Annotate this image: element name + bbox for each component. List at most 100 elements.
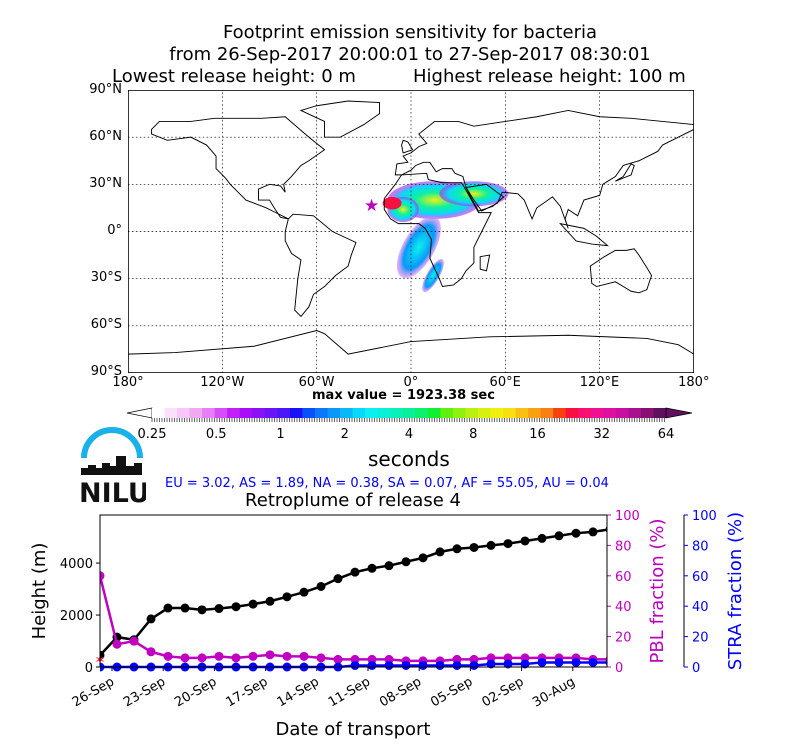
lon-label: 60°E (489, 375, 521, 390)
plot-frame (99, 514, 608, 668)
colorbar-tick-label: 1 (276, 427, 285, 442)
data-point (537, 657, 547, 667)
lat-label: 30°N (89, 176, 122, 191)
colorbar-segment (390, 408, 404, 418)
colorbar-segment (252, 408, 266, 418)
coastlines (128, 100, 694, 355)
colorbar-segment (590, 408, 604, 418)
chart-title: Retroplume of release 4 (245, 490, 461, 511)
y-tick-label: 0 (85, 661, 93, 676)
colorbar-segment (415, 408, 429, 418)
lat-label: 90°N (89, 82, 122, 97)
lat-label: 60°N (89, 129, 122, 144)
stra-tick-label: 0 (692, 661, 700, 676)
stra-tick-label: 20 (692, 631, 709, 646)
x-tick-label: 20-Sep (172, 674, 219, 710)
data-point (214, 604, 224, 614)
data-point (282, 651, 292, 661)
greenland (299, 100, 381, 138)
north-america (151, 116, 326, 220)
x-tick-label: 02-Sep (479, 674, 526, 710)
nilu-logo: NILU (79, 427, 146, 505)
data-point (316, 581, 326, 591)
colorbar-segment (327, 408, 341, 418)
data-point (248, 651, 258, 661)
data-point (112, 639, 122, 649)
colorbar-tick-label: 4 (404, 427, 414, 442)
data-point (486, 540, 496, 550)
data-point (520, 536, 530, 546)
data-point (418, 660, 428, 670)
colorbar-segment (490, 408, 504, 418)
indonesia (559, 222, 609, 247)
data-point (503, 659, 513, 669)
data-point (452, 544, 462, 554)
data-point (163, 603, 173, 613)
stra-tick-label: 80 (692, 539, 709, 554)
data-point (435, 660, 445, 670)
colorbar-segment (214, 408, 228, 418)
data-point (197, 605, 207, 615)
colorbar (126, 407, 693, 422)
data-point (214, 651, 224, 661)
colorbar-segment (402, 408, 416, 418)
colorbar-segment (164, 408, 178, 418)
retroplume-chart: Retroplume of release 4 0 2000 4000 0 0 20 20 40… (29, 490, 746, 740)
colorbar-tick-label: 0.5 (205, 427, 227, 442)
lon-label: 120°W (200, 375, 245, 390)
footprint-map (128, 90, 694, 373)
logo-text: NILU (79, 478, 146, 505)
colorbar-segment (477, 408, 491, 418)
colorbar-tick-label: 16 (529, 427, 546, 442)
x-axis-label: Date of transport (276, 719, 431, 740)
colorbar-segment (314, 408, 329, 418)
data-point (299, 651, 309, 661)
colorbar-tick-label: 32 (593, 427, 611, 442)
max-value-label: max value = 1923.38 sec (312, 388, 495, 403)
data-point (197, 653, 207, 663)
y-tick-label: 4000 (60, 557, 93, 572)
data-point (571, 528, 581, 538)
data-point (554, 531, 564, 541)
colorbar-segment (239, 408, 253, 418)
series-line-pbl-fraction (100, 575, 607, 663)
chart-series (100, 525, 607, 672)
pbl-tick-label: 100 (615, 509, 640, 524)
colorbar-segment (189, 408, 203, 418)
y-tick-label: 2000 (60, 609, 93, 624)
pbl-tick-label: 40 (615, 600, 632, 615)
lon-label: 60°W (298, 375, 335, 390)
arabia (465, 183, 505, 212)
x-tick-label: 17-Sep (223, 674, 270, 710)
africa (383, 172, 492, 288)
data-point (333, 654, 343, 664)
data-point (146, 614, 156, 624)
stra-tick-label: 60 (692, 570, 709, 585)
colorbar-segment (365, 408, 379, 418)
colorbar-segment (503, 408, 517, 418)
colorbar-tick-label: 8 (469, 427, 478, 442)
data-point (401, 660, 411, 670)
colorbar-segment (578, 408, 592, 418)
colorbar-segment (352, 408, 366, 418)
colorbar-tick-label: 64 (657, 427, 675, 442)
x-tick-label: 23-Sep (121, 674, 168, 710)
lon-label: 180° (112, 375, 144, 390)
data-point (435, 547, 445, 557)
colorbar-segment (615, 408, 629, 418)
y-axis-label: Height (m) (29, 543, 50, 640)
colorbar-segment (289, 408, 303, 418)
stra-tick-label: 40 (692, 600, 709, 615)
colorbar-segment (528, 408, 542, 418)
data-point (299, 587, 309, 597)
colorbar-segment (452, 408, 466, 418)
colorbar-segment (264, 408, 278, 418)
colorbar-min-arrow (126, 407, 153, 419)
data-point (231, 653, 241, 663)
data-point (100, 571, 105, 581)
colorbar-segment (277, 408, 291, 418)
colorbar-label: seconds (368, 447, 450, 471)
colorbar-segment (227, 408, 241, 418)
pbl-tick-label: 20 (615, 631, 632, 646)
data-point (418, 553, 428, 563)
